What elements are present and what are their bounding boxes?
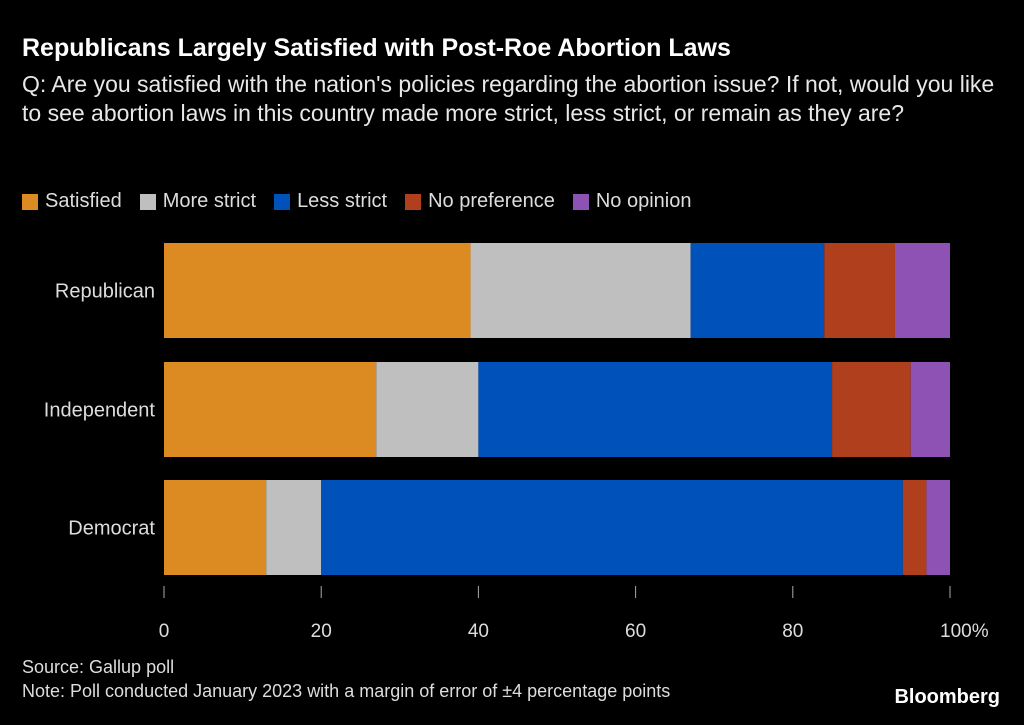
legend-label: Satisfied bbox=[45, 190, 122, 212]
chart-title: Republicans Largely Satisfied with Post-… bbox=[22, 34, 731, 62]
legend-swatch bbox=[572, 193, 589, 210]
bar-segment bbox=[926, 480, 950, 575]
bar-segment bbox=[376, 362, 479, 457]
bar-segment bbox=[690, 243, 825, 338]
legend-item: Less strict bbox=[274, 190, 387, 213]
bar-segment bbox=[470, 243, 691, 338]
bar-segment bbox=[164, 243, 471, 338]
x-tick-label: 80 bbox=[782, 621, 803, 642]
category-label: Democrat bbox=[68, 518, 155, 540]
x-tick-label: 0 bbox=[159, 621, 170, 642]
bar-segment bbox=[478, 362, 833, 457]
bar-segment bbox=[266, 480, 322, 575]
legend-label: More strict bbox=[162, 190, 257, 212]
bar-segment bbox=[321, 480, 903, 575]
bar-segment bbox=[832, 362, 911, 457]
legend-item: No opinion bbox=[572, 190, 692, 213]
legend-swatch bbox=[139, 193, 156, 210]
legend-swatch bbox=[405, 193, 422, 210]
x-tick-label: 100% bbox=[940, 621, 989, 642]
legend-label: No opinion bbox=[595, 190, 692, 212]
legend-label: Less strict bbox=[297, 190, 388, 212]
footnote: Note: Poll conducted January 2023 with a… bbox=[22, 681, 671, 701]
category-label: Republican bbox=[55, 281, 155, 303]
bar-segment bbox=[910, 362, 950, 457]
bar-segment bbox=[164, 480, 267, 575]
x-tick-label: 40 bbox=[468, 621, 489, 642]
legend-item: More strict bbox=[139, 190, 257, 213]
legend-swatch bbox=[274, 193, 291, 210]
bar-segment bbox=[902, 480, 927, 575]
x-tick-label: 60 bbox=[625, 621, 646, 642]
legend-swatch bbox=[22, 193, 38, 210]
bloomberg-logo: Bloomberg bbox=[894, 686, 1000, 708]
legend-item: No preference bbox=[405, 190, 555, 213]
source-note: Source: Gallup poll bbox=[22, 657, 175, 677]
legend: Satisfied More strict Less strict No prefer… bbox=[22, 190, 691, 213]
x-tick-label: 20 bbox=[311, 621, 332, 642]
category-label: Independent bbox=[44, 400, 156, 422]
chart-subtitle: Q: Are you satisfied with the nation's p… bbox=[22, 71, 995, 126]
bar-segment bbox=[824, 243, 895, 338]
bar-segment bbox=[164, 362, 377, 457]
legend-label: No preference bbox=[428, 190, 555, 212]
bar-segment bbox=[894, 243, 950, 338]
legend-item: Satisfied bbox=[22, 190, 122, 213]
